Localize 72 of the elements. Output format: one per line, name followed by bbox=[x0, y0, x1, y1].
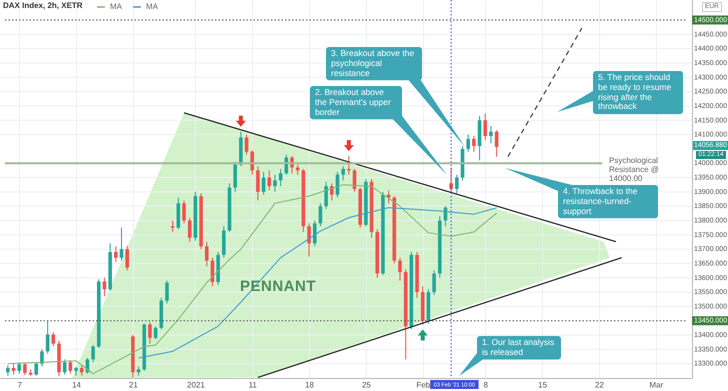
candlestick bbox=[256, 166, 260, 201]
candlestick bbox=[398, 257, 402, 282]
annotation: 4. Throwback to the resistance-turned-support bbox=[558, 185, 658, 218]
candlestick bbox=[336, 171, 340, 198]
annotation: 5. The price should be ready to resume rising after the throwback bbox=[593, 71, 683, 114]
candlestick bbox=[455, 174, 459, 194]
candlestick bbox=[170, 220, 174, 232]
candlestick bbox=[102, 277, 106, 297]
candlestick bbox=[278, 168, 282, 187]
candlestick bbox=[125, 245, 129, 272]
x-tick-label: 25 bbox=[362, 380, 372, 390]
candlestick bbox=[6, 364, 10, 376]
candlestick bbox=[68, 360, 72, 374]
annotation: 1. Our last analysis is released bbox=[477, 336, 561, 360]
candlestick bbox=[80, 364, 84, 376]
legend-label: MA bbox=[110, 2, 123, 11]
candlestick bbox=[296, 164, 300, 176]
x-tick-label: Mar bbox=[649, 380, 664, 390]
x-tick-label: 15 bbox=[538, 380, 548, 390]
candlestick bbox=[267, 170, 272, 191]
annotation: 2. Breakout above the Pennant's upper border bbox=[310, 86, 402, 120]
candlestick bbox=[23, 362, 27, 376]
candlestick bbox=[489, 126, 493, 144]
candlestick bbox=[244, 134, 248, 156]
candlestick bbox=[154, 326, 158, 340]
candlestick bbox=[318, 202, 322, 227]
x-tick-label: 18 bbox=[305, 380, 315, 390]
candlestick bbox=[136, 366, 140, 376]
candlestick bbox=[120, 227, 124, 262]
x-tick-label: 2021 bbox=[186, 380, 206, 390]
candlestick bbox=[46, 320, 50, 354]
candlestick bbox=[62, 358, 66, 376]
x-tick-label: 14 bbox=[72, 380, 82, 390]
candlestick bbox=[182, 200, 186, 224]
candlestick bbox=[466, 134, 470, 152]
candlestick bbox=[352, 168, 356, 192]
candlestick bbox=[444, 206, 448, 227]
candlestick bbox=[324, 181, 328, 210]
candlestick bbox=[210, 257, 214, 287]
candlestick bbox=[34, 362, 38, 376]
candlestick bbox=[52, 332, 56, 347]
x-tick-label: Feb bbox=[416, 380, 431, 390]
candlestick bbox=[483, 112, 488, 141]
candlestick bbox=[233, 161, 237, 192]
legend-label: MA bbox=[146, 2, 159, 11]
candlestick bbox=[432, 270, 436, 296]
candlestick bbox=[188, 217, 192, 242]
candlestick bbox=[472, 136, 476, 152]
candlestick bbox=[307, 222, 311, 258]
x-tick-label: 22 bbox=[594, 380, 604, 390]
candlestick bbox=[165, 280, 169, 304]
x-tick-label: 8 bbox=[484, 380, 489, 390]
x-tick-label: 21 bbox=[128, 380, 138, 390]
candlestick bbox=[74, 366, 78, 376]
candlestick bbox=[347, 156, 351, 176]
candlestick bbox=[341, 166, 345, 181]
candlestick bbox=[12, 363, 16, 376]
candlestick bbox=[204, 241, 209, 267]
candlestick bbox=[262, 171, 266, 196]
x-tick-label: 7 bbox=[17, 380, 22, 390]
x-tick-label: 11 bbox=[248, 380, 258, 390]
chart-title: DAX Index, 2h, XETR bbox=[3, 1, 83, 10]
candlestick bbox=[114, 246, 118, 263]
candlestick bbox=[148, 322, 152, 344]
candlestick bbox=[91, 344, 95, 363]
candlestick bbox=[312, 220, 317, 247]
annotation: 3. Breakout above the psychological resistance bbox=[326, 47, 422, 80]
ref-line-label: Psychological Resistance @ 14000.00 bbox=[609, 156, 660, 184]
candlestick bbox=[273, 174, 277, 192]
candlestick bbox=[386, 190, 390, 204]
candlestick bbox=[17, 362, 22, 374]
candlestick bbox=[494, 130, 498, 158]
